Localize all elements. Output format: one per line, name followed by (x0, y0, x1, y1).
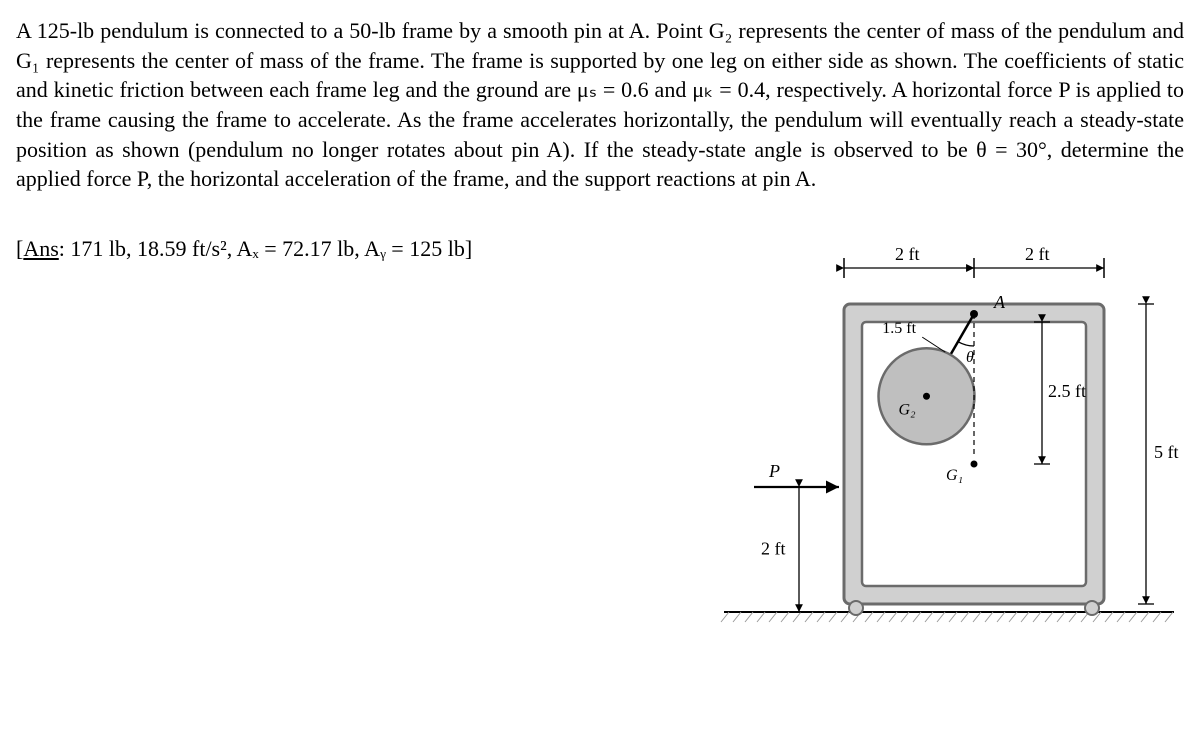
problem-body: A 125-lb pendulum is connected to a 50-l… (16, 18, 1184, 191)
svg-text:θ: θ (966, 349, 974, 366)
answer-values: : 171 lb, 18.59 ft/s², Aₓ = 72.17 lb, Aᵧ… (59, 236, 472, 261)
answer-column: [Ans: 171 lb, 18.59 ft/s², Aₓ = 72.17 lb… (16, 224, 674, 664)
svg-text:G₁: G₁ (946, 467, 963, 484)
svg-text:P: P (768, 461, 780, 481)
answer-prefix: Ans (23, 236, 58, 261)
diagram-column: A G₂ θ 1.5 ft G₁ 2 ft 2 ft 2.5 ft 5 ft P 2 ft (704, 224, 1184, 664)
svg-text:2 ft: 2 ft (895, 244, 920, 264)
svg-text:G₂: G₂ (899, 401, 917, 418)
main-area: [Ans: 171 lb, 18.59 ft/s², Aₓ = 72.17 lb… (16, 224, 1184, 664)
svg-text:2 ft: 2 ft (761, 539, 786, 559)
svg-text:2 ft: 2 ft (1025, 244, 1050, 264)
svg-text:A: A (993, 292, 1006, 312)
problem-statement: A 125-lb pendulum is connected to a 50-l… (16, 16, 1184, 194)
svg-text:2.5 ft: 2.5 ft (1048, 381, 1086, 401)
answer-text: [Ans: 171 lb, 18.59 ft/s², Aₓ = 72.17 lb… (16, 236, 674, 262)
svg-text:5 ft: 5 ft (1154, 442, 1179, 462)
svg-text:1.5 ft: 1.5 ft (882, 320, 916, 337)
frame-pendulum-diagram: A G₂ θ 1.5 ft G₁ 2 ft 2 ft 2.5 ft 5 ft P 2 ft (704, 224, 1184, 664)
